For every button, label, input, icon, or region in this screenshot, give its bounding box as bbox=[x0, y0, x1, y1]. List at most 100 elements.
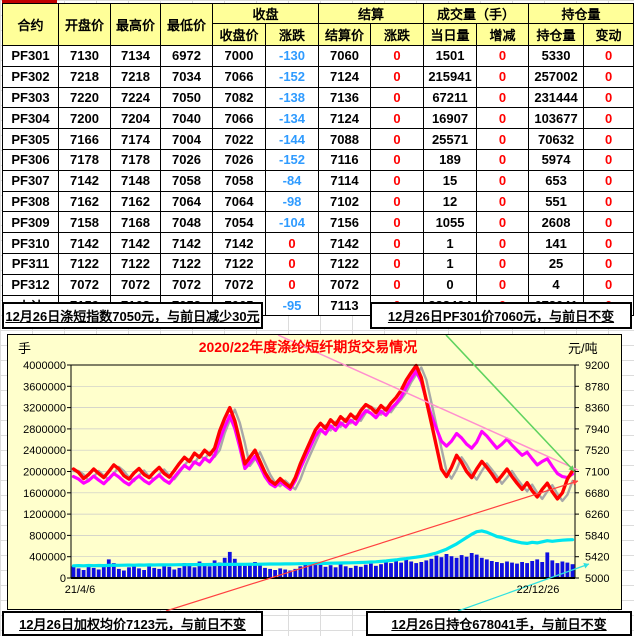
sub-header: 变动 bbox=[583, 23, 634, 46]
x-axis-end-label: 22/12/26 bbox=[517, 584, 560, 596]
svg-text:2800000: 2800000 bbox=[23, 424, 66, 436]
cell: 7116 bbox=[318, 148, 372, 171]
cell: 0 bbox=[583, 128, 634, 150]
cell: 7220 bbox=[58, 86, 111, 109]
cell: 0 bbox=[583, 211, 634, 234]
cell: 7162 bbox=[110, 190, 161, 213]
cell: 0 bbox=[370, 86, 425, 109]
sub-header: 涨跌 bbox=[370, 23, 425, 46]
cell: 0 bbox=[583, 86, 634, 109]
cell: 7066 bbox=[212, 65, 266, 88]
cell: 7026 bbox=[212, 148, 266, 171]
cell: 7034 bbox=[160, 65, 213, 88]
cell: 231444 bbox=[528, 86, 585, 109]
cell: 7166 bbox=[58, 128, 111, 150]
cell: 0 bbox=[476, 45, 530, 67]
banner-open-interest: 12月26日持仓678041手，与前日不变 bbox=[366, 611, 632, 636]
cell: PF308 bbox=[2, 190, 59, 213]
cell: PF310 bbox=[2, 232, 59, 254]
cell: 7142 bbox=[212, 232, 266, 254]
cell: 7114 bbox=[318, 169, 372, 192]
cell: 7064 bbox=[160, 190, 213, 213]
cell: 0 bbox=[370, 65, 425, 88]
cell: -95 bbox=[264, 294, 320, 317]
cell: 2608 bbox=[528, 211, 585, 234]
cell: 7072 bbox=[318, 273, 372, 296]
cell: 0 bbox=[583, 232, 634, 254]
sub-header: 涨跌 bbox=[264, 23, 320, 46]
x-axis-start-label: 21/4/6 bbox=[65, 584, 96, 596]
cell: 7066 bbox=[212, 107, 266, 130]
cell: 7040 bbox=[160, 107, 213, 130]
cell: 7200 bbox=[58, 107, 111, 130]
cell: 7102 bbox=[318, 190, 372, 213]
cell: 7142 bbox=[110, 232, 161, 254]
svg-text:6680: 6680 bbox=[585, 488, 609, 500]
cell: 7004 bbox=[160, 128, 213, 150]
cell: 7148 bbox=[110, 169, 161, 192]
cell: 0 bbox=[264, 273, 320, 296]
cell: 189 bbox=[423, 148, 478, 171]
cell: 0 bbox=[476, 128, 530, 150]
cell: 0 bbox=[583, 45, 634, 67]
cell: 7158 bbox=[58, 211, 111, 234]
cell: 7122 bbox=[318, 252, 372, 275]
cell: PF307 bbox=[2, 169, 59, 192]
cell: 7204 bbox=[110, 107, 161, 130]
cell: 7122 bbox=[110, 252, 161, 275]
cell: 7142 bbox=[58, 232, 111, 254]
svg-text:8360: 8360 bbox=[585, 403, 609, 415]
table-row: PF302 7218 7218 7034 7066 -152 7124 0 215941 0 257… bbox=[2, 65, 634, 88]
cell: 70632 bbox=[528, 128, 585, 150]
cell: 0 bbox=[370, 169, 425, 192]
cell: 7142 bbox=[58, 169, 111, 192]
column-header: 最高价 bbox=[110, 3, 161, 46]
cell: 7168 bbox=[110, 211, 161, 234]
table-header: 合约 开盘价 最高价 最低价 收盘 结算 成交量（手） 持仓量 收盘价 涨跌 结算价 涨跌 当日量 增减持… bbox=[2, 3, 634, 46]
cell: -84 bbox=[264, 169, 320, 192]
cell: 7218 bbox=[110, 65, 161, 88]
banner-index-price: 12月26日涤短指数7050元，与前日减少30元 bbox=[2, 302, 263, 329]
banner-weighted-avg: 12月26日加权均价7123元，与前日不变 bbox=[2, 611, 263, 636]
cell: 7124 bbox=[318, 65, 372, 88]
cell: PF302 bbox=[2, 65, 59, 88]
cell: 0 bbox=[583, 65, 634, 88]
svg-text:7520: 7520 bbox=[585, 445, 609, 457]
table-row: PF306 7178 7178 7026 7026 -152 7116 0 189 0 5974 0 bbox=[2, 148, 634, 171]
table-body: PF301 7130 7134 6972 7000 -130 7060 0 1501 0 5330 0… bbox=[2, 45, 634, 317]
svg-text:9200: 9200 bbox=[585, 360, 609, 372]
svg-text:400000: 400000 bbox=[29, 552, 66, 564]
svg-text:3600000: 3600000 bbox=[23, 381, 66, 393]
right-axis-unit: 元/吨 bbox=[568, 341, 598, 356]
column-header: 开盘价 bbox=[58, 3, 111, 46]
cell: 653 bbox=[528, 169, 585, 192]
cell: 257002 bbox=[528, 65, 585, 88]
cell: PF301 bbox=[2, 45, 59, 67]
svg-text:6260: 6260 bbox=[585, 509, 609, 521]
cell: 7058 bbox=[160, 169, 213, 192]
cell: 7058 bbox=[212, 169, 266, 192]
cell: PF312 bbox=[2, 273, 59, 296]
cell: 551 bbox=[528, 190, 585, 213]
cell: 7064 bbox=[212, 190, 266, 213]
cell: 7022 bbox=[212, 128, 266, 150]
cell: 7178 bbox=[110, 148, 161, 171]
sub-header: 结算价 bbox=[318, 23, 372, 46]
cell: 0 bbox=[423, 273, 478, 296]
cell: PF309 bbox=[2, 211, 59, 234]
table-row: PF309 7158 7168 7048 7054 -104 7156 0 1055 0 2608 0 bbox=[2, 211, 634, 234]
cell: -152 bbox=[264, 65, 320, 88]
svg-text:1200000: 1200000 bbox=[23, 509, 66, 521]
cell: 0 bbox=[370, 211, 425, 234]
table-row: PF303 7220 7224 7050 7082 -138 7136 0 67211 0 2314… bbox=[2, 86, 634, 109]
cell: 1055 bbox=[423, 211, 478, 234]
cell: -138 bbox=[264, 86, 320, 109]
cell: 7142 bbox=[160, 232, 213, 254]
cell: 16907 bbox=[423, 107, 478, 130]
svg-text:7940: 7940 bbox=[585, 424, 609, 436]
cell: -104 bbox=[264, 211, 320, 234]
cell: PF306 bbox=[2, 148, 59, 171]
group-header: 结算 bbox=[318, 3, 425, 24]
